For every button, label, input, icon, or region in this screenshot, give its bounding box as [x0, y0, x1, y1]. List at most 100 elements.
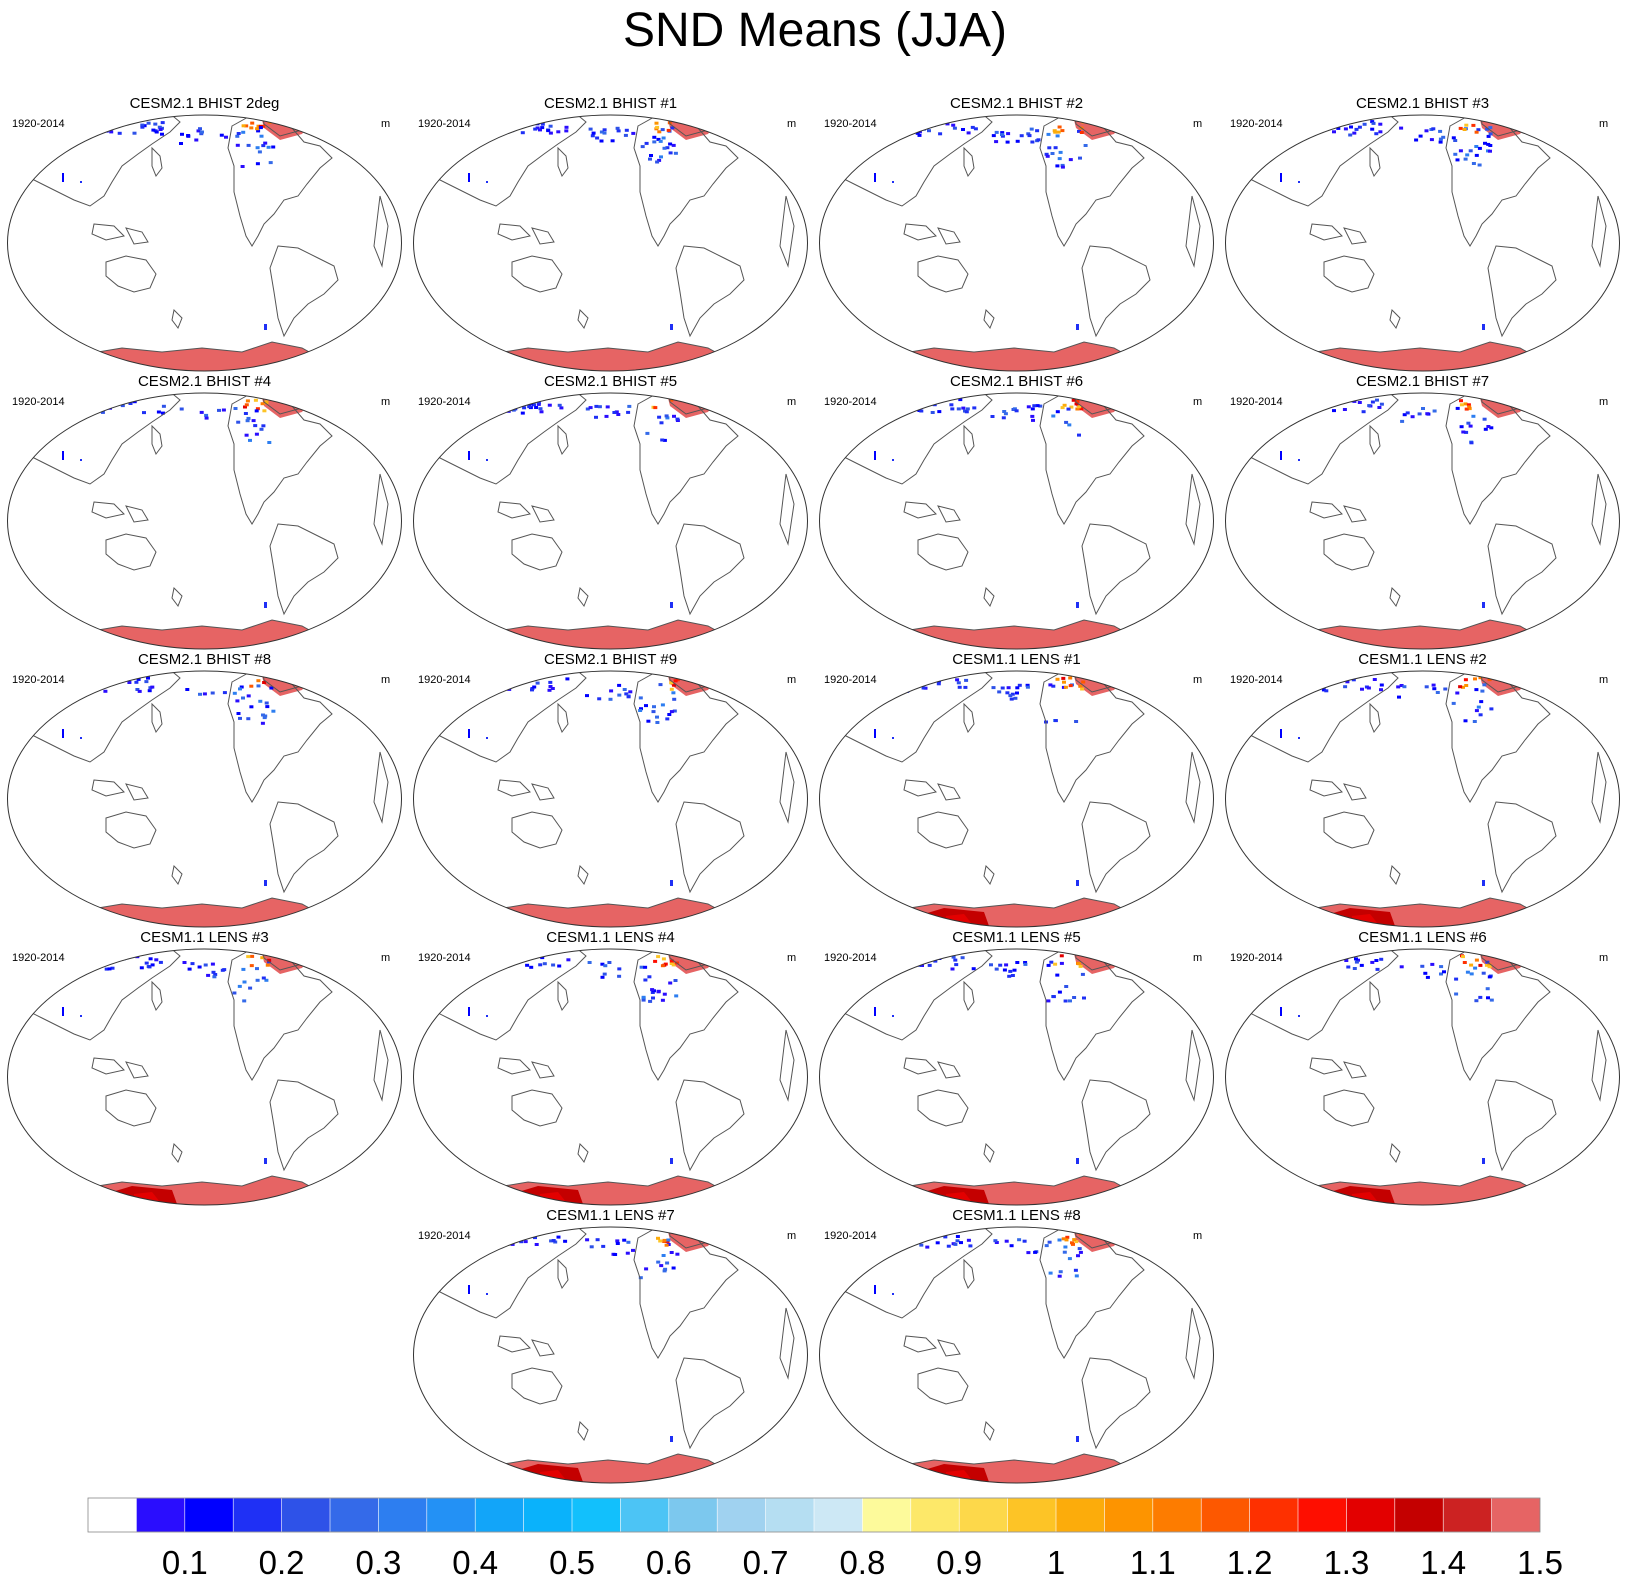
- antarctic-snow-field: [1300, 620, 1550, 649]
- snow-depth-cell: [154, 130, 159, 134]
- snow-depth-cell: [1298, 181, 1300, 183]
- panel-units: m: [1599, 674, 1609, 686]
- snow-depth-cell: [135, 688, 140, 691]
- snow-depth-cell: [1044, 1244, 1049, 1248]
- antarctic-snow-field: [488, 342, 738, 371]
- snow-depth-cell: [1326, 399, 1331, 403]
- snow-depth-cell: [668, 142, 673, 146]
- map-panel: CESM2.1 BHIST #3 1920-2014 m: [1220, 95, 1625, 376]
- snow-depth-cell: [616, 413, 621, 416]
- map-panel: CESM2.1 BHIST #7 1920-2014 m: [1220, 373, 1625, 654]
- snow-depth-cell: [199, 132, 204, 136]
- snow-depth-cell: [1298, 737, 1300, 739]
- snow-depth-cell: [950, 967, 955, 971]
- snow-depth-cell: [1453, 139, 1458, 142]
- coastline: [917, 255, 969, 293]
- coastline: [1039, 1227, 1145, 1359]
- snow-depth-cell: [144, 961, 149, 965]
- robinson-map: [413, 948, 808, 1206]
- snow-depth-cell: [263, 141, 268, 145]
- snow-depth-cell: [106, 402, 111, 406]
- snow-depth-cell: [1048, 683, 1053, 687]
- coastline: [125, 1061, 149, 1079]
- snow-depth-cell: [264, 401, 269, 405]
- coastline: [779, 195, 795, 268]
- snow-depth-cell: [951, 955, 956, 959]
- snow-depth-cell: [671, 963, 676, 967]
- snow-depth-cell: [1370, 960, 1375, 964]
- snow-depth-cell: [1464, 430, 1469, 434]
- snow-depth-cell: [1067, 423, 1072, 427]
- snow-depth-cell: [1345, 680, 1350, 684]
- snow-depth-cell: [148, 957, 153, 961]
- snow-depth-cell: [670, 126, 675, 130]
- snow-depth-cell: [238, 687, 242, 691]
- snow-depth-cell: [548, 124, 553, 128]
- map-panel: CESM2.1 BHIST #9 1920-2014 m: [408, 651, 813, 932]
- snow-depth-cell: [1057, 157, 1062, 161]
- coastline: [983, 864, 995, 886]
- snow-depth-cell: [550, 687, 555, 690]
- snow-depth-cell: [1486, 425, 1491, 428]
- map-border: [819, 948, 1214, 1206]
- colorbar-tick-label: 0.9: [936, 1544, 982, 1581]
- snow-depth-cell: [1482, 683, 1487, 687]
- coastline: [1185, 751, 1201, 824]
- colorbar-tick-label: 0.7: [743, 1544, 789, 1581]
- snow-depth-cell: [1462, 128, 1467, 131]
- coastline: [497, 501, 531, 519]
- coastline: [491, 619, 740, 649]
- snow-depth-cell: [158, 960, 163, 964]
- snow-depth-cell: [1074, 1240, 1079, 1244]
- snow-depth-cell: [664, 1243, 669, 1247]
- snow-depth-cell: [198, 692, 202, 696]
- snow-depth-cell: [1432, 687, 1437, 691]
- snow-depth-cell: [232, 991, 237, 995]
- snow-depth-cell: [908, 954, 912, 958]
- snow-depth-cell: [638, 1276, 643, 1280]
- snow-depth-cell: [236, 132, 241, 135]
- snow-depth-cell: [1453, 152, 1458, 156]
- snow-depth-cell: [972, 406, 977, 410]
- snow-depth-cell: [182, 961, 187, 964]
- snow-depth-cell: [80, 181, 82, 183]
- snow-depth-cell: [604, 414, 609, 418]
- panel-units: m: [381, 674, 391, 686]
- robinson-map: [7, 670, 402, 928]
- snow-depth-cell: [194, 138, 199, 142]
- panel-period: 1920-2014: [418, 1230, 471, 1242]
- snow-depth-cell: [535, 681, 540, 685]
- snow-depth-cell: [1312, 400, 1317, 404]
- snow-depth-cell: [1474, 130, 1479, 134]
- snow-depth-cell: [607, 961, 612, 964]
- panel-units: m: [381, 396, 391, 408]
- snow-depth-cell: [1324, 689, 1329, 693]
- snow-depth-cell: [140, 123, 145, 127]
- snow-depth-cell: [1480, 689, 1485, 693]
- snow-depth-cell: [1080, 687, 1085, 691]
- coastline: [577, 1420, 589, 1442]
- snow-depth-cell: [1372, 678, 1377, 681]
- snow-depth-cell: [1060, 406, 1065, 410]
- panel-units: m: [1193, 396, 1203, 408]
- snow-depth-cell: [1063, 1245, 1068, 1249]
- coastline: [1343, 227, 1367, 245]
- snow-depth-cell: [186, 134, 191, 138]
- snow-depth-cell: [1417, 412, 1422, 416]
- snow-depth-cell: [255, 146, 260, 150]
- coastline: [497, 1335, 531, 1353]
- snow-depth-cell: [1048, 1271, 1053, 1275]
- snow-depth-cell: [235, 699, 240, 703]
- snow-depth-cell: [1483, 427, 1488, 431]
- coastline: [1309, 1057, 1343, 1075]
- snow-depth-cell: [631, 1248, 635, 1252]
- snow-depth-cell: [244, 433, 249, 437]
- coastline: [1487, 523, 1557, 616]
- snow-depth-cell: [641, 995, 646, 999]
- snow-depth-cell: [919, 409, 924, 413]
- snow-depth-cell: [127, 681, 132, 684]
- snow-depth-cell: [599, 139, 604, 143]
- coastline: [491, 1175, 740, 1205]
- map-panel: CESM2.1 BHIST #8 1920-2014 m: [2, 651, 407, 932]
- colorbar-swatch: [474, 1497, 525, 1533]
